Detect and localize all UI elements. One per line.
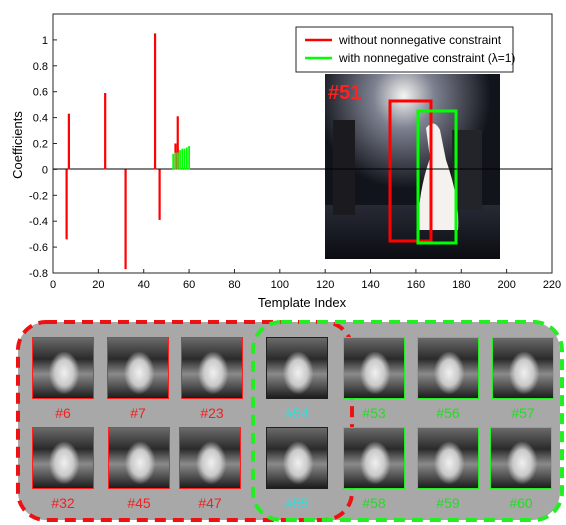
template-thumbnail-left bbox=[32, 337, 94, 399]
x-tick-label: 120 bbox=[316, 279, 334, 291]
legend-box bbox=[295, 26, 514, 73]
template-index-label: #58 bbox=[362, 495, 386, 511]
template-thumbnail-left bbox=[107, 337, 169, 399]
coefficient-chart: #51 0 20 40 60 80 100 120 140 160 180 200 220 -0.8 -0… bbox=[10, 13, 561, 310]
template-index-label: #55 bbox=[285, 495, 309, 511]
template-index-label: #59 bbox=[436, 495, 460, 511]
inset-frame-label: #51 bbox=[328, 82, 361, 104]
template-index-label: #23 bbox=[200, 405, 224, 421]
x-axis-label: Template Index bbox=[258, 295, 347, 310]
template-thumbnail-right bbox=[343, 337, 405, 399]
inset-performer-left bbox=[333, 120, 355, 215]
template-thumbnail-right bbox=[492, 337, 554, 399]
y-tick-label: -0.6 bbox=[29, 242, 48, 254]
template-thumbnail-left bbox=[32, 427, 94, 489]
y-tick-label: -0.8 bbox=[29, 268, 48, 280]
template-index-label: #57 bbox=[511, 405, 535, 421]
x-tick-label: 180 bbox=[452, 279, 470, 291]
x-tick-label: 80 bbox=[228, 279, 240, 291]
x-tick-label: 40 bbox=[138, 279, 150, 291]
template-thumbnail-right bbox=[417, 427, 479, 489]
right-panel-border bbox=[251, 320, 564, 522]
template-index-label: #56 bbox=[436, 405, 460, 421]
inset-box-without-constraint bbox=[388, 99, 433, 243]
x-tick-label: 60 bbox=[183, 279, 195, 291]
template-thumbnail-left bbox=[181, 337, 243, 399]
template-index-label: #60 bbox=[509, 495, 533, 511]
template-index-label: #45 bbox=[127, 495, 151, 511]
template-thumbnail-middle bbox=[266, 337, 328, 399]
x-tick-label: 100 bbox=[271, 279, 289, 291]
template-thumbnail-right bbox=[343, 427, 405, 489]
template-thumbnail-right bbox=[490, 427, 552, 489]
y-axis-label: Coefficients bbox=[10, 111, 25, 179]
y-tick-label: 0.2 bbox=[33, 139, 48, 151]
x-tick-label: 200 bbox=[497, 279, 515, 291]
template-index-label: #53 bbox=[362, 405, 386, 421]
y-tick-label: 0 bbox=[42, 164, 48, 176]
inset-box-with-constraint bbox=[416, 109, 458, 245]
y-tick-label: 0.4 bbox=[33, 113, 48, 125]
x-tick-label: 20 bbox=[92, 279, 104, 291]
legend-label-without: without nonnegative constraint bbox=[338, 33, 502, 47]
x-tick-label: 220 bbox=[543, 279, 561, 291]
template-index-label: #54 bbox=[285, 405, 309, 421]
left-panel-border bbox=[16, 320, 354, 522]
template-thumbnail-left bbox=[179, 427, 241, 489]
x-tick-label: 160 bbox=[407, 279, 425, 291]
inset-singer-figure bbox=[418, 123, 459, 230]
y-tick-label: -0.4 bbox=[29, 216, 48, 228]
x-tick-label: 0 bbox=[50, 279, 56, 291]
y-tick-label: 0.6 bbox=[33, 87, 48, 99]
template-index-label: #6 bbox=[55, 405, 71, 421]
template-thumbnail-left bbox=[108, 427, 170, 489]
right-panel-background bbox=[255, 322, 560, 520]
y-tick-label: -0.2 bbox=[29, 190, 48, 202]
template-index-label: #7 bbox=[130, 405, 146, 421]
y-tick-label: 1 bbox=[42, 35, 48, 47]
y-tick-label: 0.8 bbox=[33, 61, 48, 73]
template-index-label: #47 bbox=[198, 495, 222, 511]
legend: without nonnegative constraint with nonn… bbox=[295, 26, 515, 73]
legend-label-with: with nonnegative constraint (λ=1) bbox=[338, 51, 515, 65]
template-thumbnail-middle bbox=[266, 427, 328, 489]
x-tick-label: 140 bbox=[361, 279, 379, 291]
inset-frame-photo: #51 bbox=[325, 74, 500, 259]
template-index-label: #32 bbox=[51, 495, 75, 511]
template-thumbnail-right bbox=[417, 337, 479, 399]
